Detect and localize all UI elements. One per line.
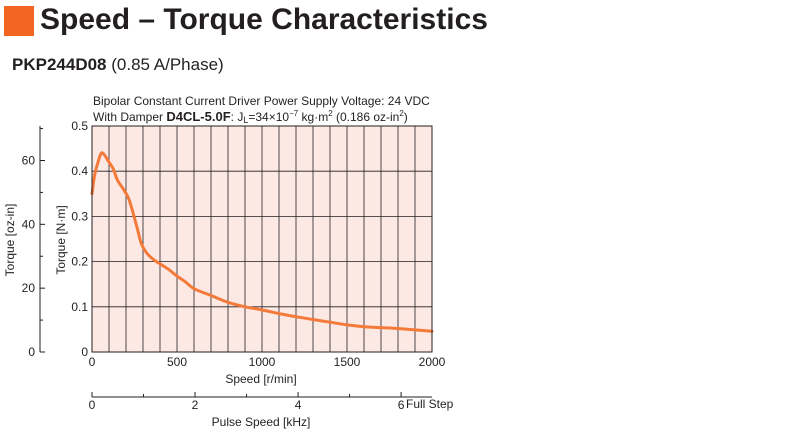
- y-tick-label: 0.4: [71, 164, 88, 178]
- x2-axis-label: Pulse Speed [kHz]: [212, 415, 311, 429]
- x-tick-label: 2000: [419, 355, 446, 369]
- damper-model: D4CL-5.0F: [166, 109, 230, 124]
- x-tick-label: 1500: [334, 355, 361, 369]
- x2-tick-label: 4: [295, 398, 302, 412]
- y-tick-label: 0.3: [71, 209, 88, 223]
- conditions-line-2: With Damper D4CL-5.0F: JL=34×10−7 kg·m2 …: [93, 109, 408, 125]
- x-axis-label: Speed [r/min]: [225, 372, 296, 386]
- y-tick-label: 0.5: [71, 119, 88, 133]
- y-axis-ticks: 0 0.1 0.2 0.3 0.4 0.5: [71, 119, 88, 359]
- x2-tick-label: 6: [398, 398, 405, 412]
- y-tick-label: 0: [81, 345, 88, 359]
- x2-tick-label: 0: [89, 398, 96, 412]
- y-tick-label: 0.1: [71, 300, 88, 314]
- x-tick-label: 1000: [249, 355, 276, 369]
- x-axis-ticks: 0 500 1000 1500 2000: [89, 355, 446, 369]
- page-title: Speed – Torque Characteristics: [40, 3, 488, 36]
- y-tick-label: 0.2: [71, 255, 88, 269]
- x2-tick-label: 2: [192, 398, 199, 412]
- y2-tick-label: 60: [22, 153, 36, 167]
- x-tick-label: 0: [89, 355, 96, 369]
- x-tick-label: 500: [167, 355, 187, 369]
- torque-curve: [90, 151, 434, 333]
- y2-axis-label: Torque [oz-in]: [3, 204, 17, 277]
- title-square: [4, 6, 34, 36]
- y2-tick-label: 40: [22, 217, 36, 231]
- model-subtitle: PKP244D08 (0.85 A/Phase): [12, 54, 224, 76]
- grid-lines: [92, 126, 432, 352]
- model-current: (0.85 A/Phase): [111, 55, 224, 74]
- plot-frame: [91, 125, 433, 353]
- x2-axis-suffix: Full Step: [406, 397, 454, 411]
- y2-tick-label: 20: [22, 281, 36, 295]
- conditions-line-1: Bipolar Constant Current Driver Power Su…: [93, 94, 430, 108]
- y2-tick-label: 0: [28, 345, 35, 359]
- x2-axis: 0 2 4 6: [89, 392, 432, 412]
- model-name: PKP244D08: [12, 55, 107, 74]
- y2-axis: 0 20 40 60: [22, 126, 45, 359]
- y-axis-label: Torque [N·m]: [54, 205, 68, 274]
